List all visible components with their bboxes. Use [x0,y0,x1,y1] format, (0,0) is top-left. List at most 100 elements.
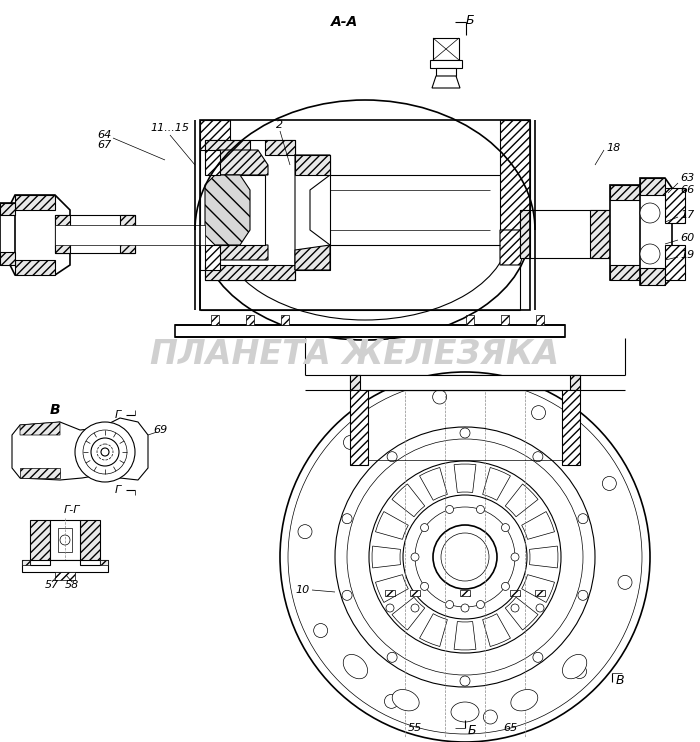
Circle shape [477,505,484,513]
Bar [55,215,70,253]
Polygon shape [505,597,538,630]
Circle shape [433,390,447,404]
Polygon shape [520,210,530,258]
Bar [205,245,220,270]
Polygon shape [432,76,460,88]
Text: В: В [50,403,60,417]
Polygon shape [570,375,580,390]
Polygon shape [0,203,15,215]
Text: Б: Б [466,13,475,27]
Ellipse shape [562,654,587,679]
Circle shape [602,476,616,490]
Bar [58,528,72,552]
Circle shape [411,604,419,612]
Text: 55: 55 [408,723,422,733]
Polygon shape [200,120,230,230]
Circle shape [460,676,470,686]
Circle shape [477,600,484,608]
Text: Г: Г [115,485,121,495]
Circle shape [298,525,312,539]
Polygon shape [12,418,148,480]
Bar [460,590,470,596]
Text: 17: 17 [680,210,694,220]
Polygon shape [350,375,360,390]
Bar [510,590,520,596]
Bar [466,315,474,325]
Text: Г-Г: Г-Г [64,505,80,515]
Polygon shape [482,614,510,646]
Polygon shape [30,520,50,560]
Circle shape [75,422,135,482]
Polygon shape [419,614,447,646]
Bar [246,315,254,325]
Text: 69: 69 [153,425,167,435]
Circle shape [91,438,119,466]
Bar [281,315,289,325]
Circle shape [533,652,543,663]
Circle shape [460,428,470,438]
Text: 65: 65 [503,723,517,733]
Bar [215,175,265,245]
Polygon shape [522,574,554,603]
Polygon shape [500,230,530,265]
Circle shape [511,553,519,561]
Polygon shape [10,195,70,275]
Bar [501,315,509,325]
Bar [55,225,205,245]
Circle shape [411,553,419,561]
Polygon shape [482,467,510,500]
Circle shape [433,525,497,589]
Polygon shape [610,185,645,280]
Circle shape [83,430,127,474]
Polygon shape [454,464,476,493]
Polygon shape [505,484,538,516]
Polygon shape [454,622,476,650]
Polygon shape [500,120,530,230]
Bar [436,68,456,76]
Text: 58: 58 [65,580,79,590]
Text: 2: 2 [276,120,284,130]
Polygon shape [522,511,554,539]
Bar [120,215,135,253]
Circle shape [342,591,352,600]
Text: 10: 10 [295,585,310,595]
Circle shape [386,604,394,612]
Polygon shape [610,265,640,280]
Polygon shape [295,155,330,270]
Circle shape [342,513,352,524]
Polygon shape [22,560,30,565]
Circle shape [536,604,544,612]
Bar [535,590,545,596]
Circle shape [501,524,510,531]
Bar [562,390,580,465]
Text: 19: 19 [680,250,694,260]
Polygon shape [590,210,610,258]
Ellipse shape [343,654,368,679]
Polygon shape [610,185,640,200]
Ellipse shape [511,689,538,711]
Circle shape [445,600,454,608]
Circle shape [640,203,660,223]
Polygon shape [208,150,268,175]
Circle shape [421,524,428,531]
Polygon shape [208,245,268,260]
Circle shape [578,513,588,524]
Circle shape [421,582,428,591]
Circle shape [533,452,543,462]
Text: Г: Г [115,410,121,420]
Polygon shape [295,245,330,270]
Polygon shape [15,260,55,275]
Bar [665,245,685,280]
Text: 63: 63 [680,173,694,183]
Bar [350,375,580,390]
Circle shape [573,665,587,678]
Polygon shape [20,422,60,435]
Circle shape [60,535,70,545]
Polygon shape [15,195,55,210]
Circle shape [344,436,358,450]
Bar [520,210,610,258]
Polygon shape [419,467,447,500]
Circle shape [384,695,398,709]
Circle shape [640,244,660,264]
Polygon shape [392,484,425,516]
